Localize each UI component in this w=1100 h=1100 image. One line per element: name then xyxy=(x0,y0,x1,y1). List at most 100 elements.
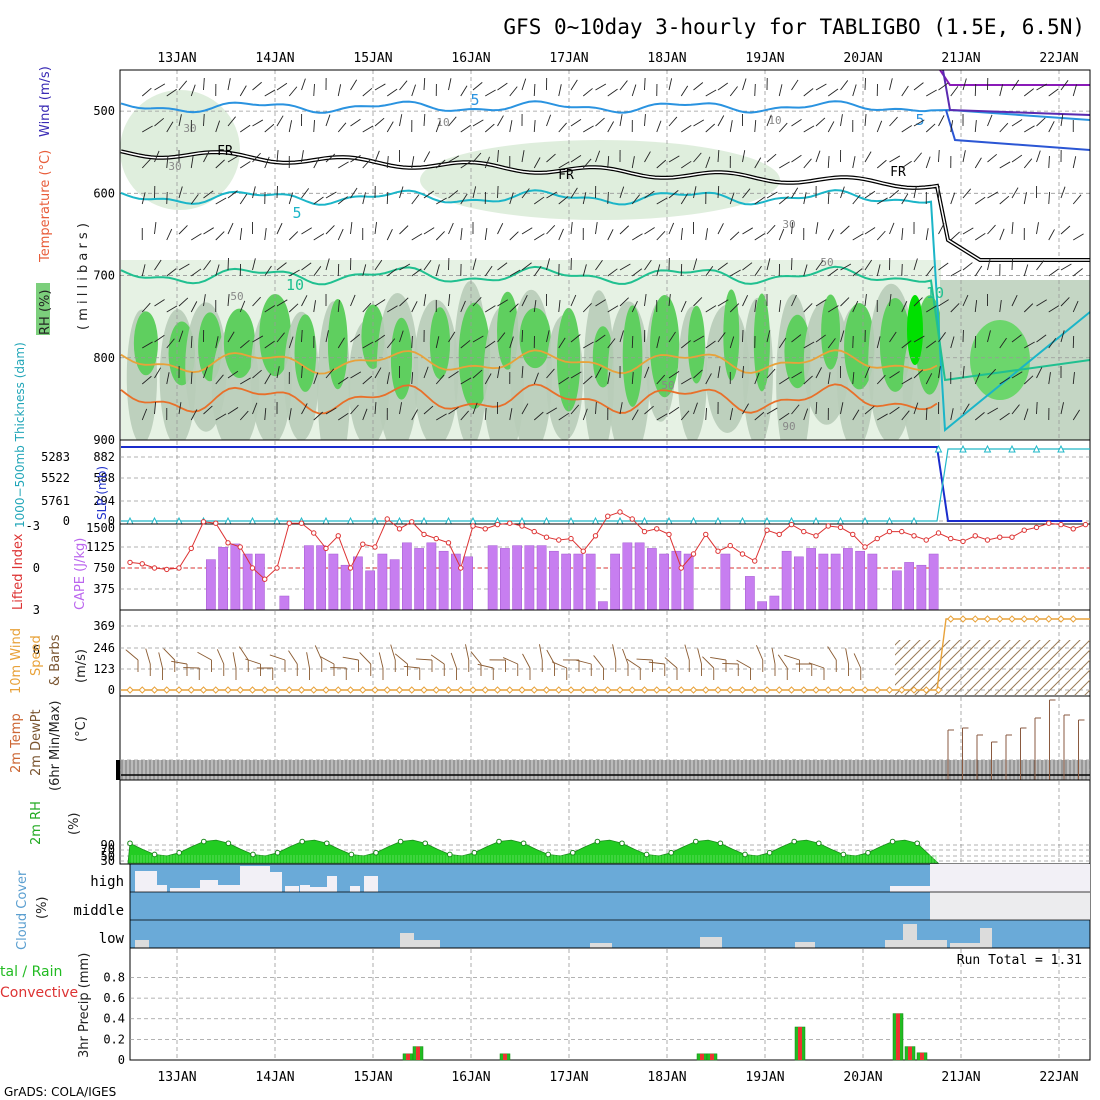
wind-speed-point xyxy=(922,686,930,694)
lifted-index-point xyxy=(752,558,758,564)
wind-barb xyxy=(999,300,1002,313)
wind-speed-point xyxy=(567,686,575,694)
wind-barb xyxy=(742,78,747,91)
wind-barb xyxy=(778,195,789,205)
wind-barb xyxy=(448,78,452,91)
wind-barb xyxy=(595,150,601,163)
wind-barb xyxy=(362,87,373,97)
wind-barb xyxy=(583,341,594,349)
lifted-index-point xyxy=(886,528,893,535)
wind-barb xyxy=(521,150,525,163)
lifted-index-point xyxy=(311,530,317,536)
wind-barb xyxy=(215,413,227,421)
cloud-high-bar xyxy=(170,888,200,892)
contour-label: 5 xyxy=(470,91,479,109)
wind-barb xyxy=(901,263,903,277)
date-tick-bottom: 22JAN xyxy=(1039,1070,1078,1085)
wind-speed-point xyxy=(1008,615,1016,623)
wind-barb xyxy=(999,195,1010,205)
wind-barb xyxy=(558,377,570,385)
wind-barb xyxy=(680,193,688,205)
wind-barb xyxy=(631,156,635,169)
wind-barb xyxy=(436,413,447,421)
wind10-label-1: 10m Wind xyxy=(9,628,24,694)
wind-barb xyxy=(264,305,276,313)
cape-bar xyxy=(683,553,694,611)
wind-barb xyxy=(411,409,418,421)
temp2m-units: (°C) xyxy=(74,716,89,742)
wind-barb xyxy=(705,407,708,421)
wind-barb xyxy=(717,185,720,199)
wind-barb xyxy=(754,196,765,205)
cloud-units: (%) xyxy=(35,897,50,920)
wind-speed-point xyxy=(285,686,293,694)
wind-barb xyxy=(925,340,937,349)
wind-barb xyxy=(876,159,887,169)
rh-area xyxy=(458,302,491,409)
wind-barb xyxy=(1011,404,1020,415)
cape-bar xyxy=(855,550,865,611)
wind-barb xyxy=(252,152,261,163)
wind-barb xyxy=(154,299,165,307)
wind-barb xyxy=(644,151,651,163)
temp2m-panel xyxy=(116,695,1091,788)
wind-barb xyxy=(668,190,679,199)
wind-barb xyxy=(889,331,897,343)
contour-label: 5 xyxy=(292,204,301,222)
thickness-marker xyxy=(983,444,992,453)
wind-barb xyxy=(178,402,182,415)
wind-barb xyxy=(350,222,353,235)
wind-barb xyxy=(190,335,193,349)
wind-barb xyxy=(877,197,888,205)
wind-barb xyxy=(533,411,544,421)
wind-barb xyxy=(411,233,423,241)
wind-barb xyxy=(301,329,303,343)
lifted-index-point xyxy=(605,513,611,519)
wind-barb xyxy=(378,652,384,669)
wind-barb xyxy=(656,230,666,241)
wind-barb xyxy=(497,332,506,343)
wind-speed-point xyxy=(310,686,318,694)
wind-barb xyxy=(631,409,639,421)
rh-point xyxy=(643,851,650,858)
wind-barb xyxy=(252,258,256,271)
wind-speed-point xyxy=(800,686,808,694)
wind-speed-point xyxy=(481,686,489,694)
rh-point xyxy=(496,838,502,845)
cape-bar xyxy=(757,601,767,611)
wind-barb xyxy=(497,82,508,91)
wind-barb xyxy=(950,120,954,133)
cape-bar xyxy=(500,548,510,611)
date-tick-bottom: 13JAN xyxy=(157,1070,196,1085)
wind-speed-point xyxy=(1020,615,1028,623)
cloud-low-bar xyxy=(135,940,149,948)
wind-barb xyxy=(889,406,900,415)
wind-barb xyxy=(154,402,157,415)
wind-barb xyxy=(374,367,382,379)
wind-barb xyxy=(1023,264,1029,277)
wind-barb xyxy=(742,329,744,343)
wind-barb xyxy=(1072,372,1075,385)
cloud-mid-bar xyxy=(930,892,1090,920)
lifted-index-point xyxy=(1033,524,1040,531)
wind-barb xyxy=(1072,156,1077,169)
wind-barb xyxy=(827,229,835,241)
y-tick-label: 0 xyxy=(108,683,115,697)
wind-barb xyxy=(962,227,974,235)
wind-barb xyxy=(680,160,692,169)
wind-barb xyxy=(595,83,607,91)
wind-barb xyxy=(729,120,733,133)
wind-speed-point xyxy=(261,686,269,694)
contour-label: FR xyxy=(890,165,906,180)
wind-barb xyxy=(197,651,212,661)
wind-speed-point xyxy=(812,686,820,694)
wind-barb xyxy=(803,125,815,133)
lifted-index-point xyxy=(1009,534,1015,540)
wind-barb xyxy=(203,151,210,163)
wind-barb xyxy=(913,186,917,199)
y-tick-label: 6 xyxy=(33,643,40,657)
wind-barb xyxy=(484,265,493,277)
wind-barb xyxy=(533,372,539,385)
wind-barb xyxy=(729,408,733,421)
wind-barb xyxy=(570,79,578,91)
